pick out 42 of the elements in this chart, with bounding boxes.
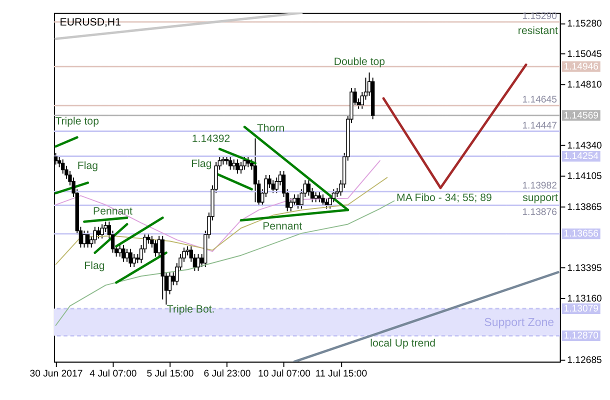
y-tick-label: 1.14340 bbox=[567, 140, 602, 152]
x-tick-label: 6 Jul 23:00 bbox=[204, 368, 251, 380]
annotation: MA Fibo - 34; 55; 89 bbox=[396, 192, 492, 204]
x-tick-label: 10 Jul 07:00 bbox=[258, 368, 310, 380]
annotation: 1.14392 bbox=[192, 132, 230, 145]
ref-line-label: 1.14447 bbox=[522, 120, 557, 132]
annotation: local Up trend bbox=[370, 337, 436, 350]
x-tick-label: 5 Jul 15:00 bbox=[146, 368, 194, 380]
annotation: Thorn bbox=[256, 122, 285, 134]
annotation: Pennant bbox=[93, 205, 133, 218]
ref-line-label: 1.13079 bbox=[564, 304, 599, 315]
ref-line-label: 1.13876 bbox=[522, 206, 557, 218]
annotation: Flag bbox=[191, 158, 212, 170]
ref-line-label: 1.15290 bbox=[522, 11, 557, 22]
ref-line-label: 1.14645 bbox=[522, 94, 557, 106]
x-tick-label: 11 Jul 15:00 bbox=[315, 368, 368, 380]
ref-line-label: 1.14946 bbox=[564, 61, 599, 72]
y-tick-label: 1.13395 bbox=[567, 263, 602, 274]
annotation: Double top bbox=[334, 56, 386, 68]
y-tick-label: 1.15280 bbox=[567, 18, 602, 30]
y-tick-label: 1.14105 bbox=[567, 170, 602, 182]
ref-line-label: 1.13656 bbox=[564, 228, 599, 240]
ref-line-label: 1.13982 bbox=[522, 180, 557, 192]
ref-line-label: 1.14254 bbox=[564, 151, 600, 162]
annotation: Triple top bbox=[55, 116, 100, 128]
y-tick-label: 1.14810 bbox=[567, 80, 602, 91]
chart-title: EURUSD,H1 bbox=[60, 16, 122, 28]
annotation: Flag bbox=[77, 160, 98, 172]
annotation: resistant bbox=[518, 25, 558, 38]
annotation: Flag bbox=[84, 260, 105, 272]
annotation: support bbox=[522, 192, 558, 204]
band-label: Support Zone bbox=[484, 317, 554, 330]
ref-line-label: 1.12870 bbox=[564, 330, 599, 342]
x-tick-label: 4 Jul 07:00 bbox=[90, 368, 137, 380]
y-tick-label: 1.13160 bbox=[567, 294, 602, 305]
y-tick-label: 1.12685 bbox=[567, 355, 602, 366]
x-tick-label: 30 Jun 2017 bbox=[30, 368, 83, 380]
y-tick-label: 1.13865 bbox=[567, 202, 602, 214]
annotation: Triple Bot. bbox=[166, 304, 215, 316]
ref-line-label: 1.14569 bbox=[564, 110, 599, 122]
y-tick-label: 1.15045 bbox=[567, 49, 602, 60]
annotation: Pennant bbox=[262, 220, 302, 233]
